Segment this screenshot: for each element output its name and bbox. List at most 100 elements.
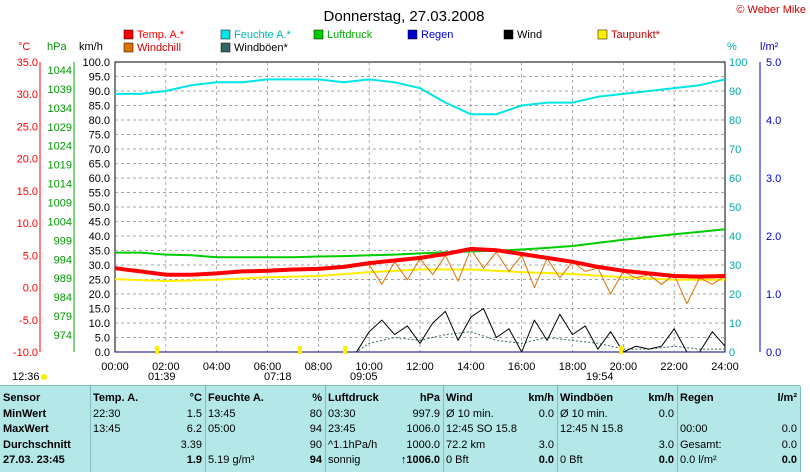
table-cell: 22:30 1.5 — [93, 407, 202, 420]
table-cell: sonnig ↑1006.0 — [328, 454, 440, 466]
wind-tick-label: 45.0 — [89, 217, 110, 229]
legend-label: Feuchte A.* — [234, 29, 292, 41]
pressure-tick-label: 979 — [54, 311, 72, 323]
wind-tick-label: 40.0 — [89, 231, 110, 243]
plot-area — [114, 78, 726, 353]
unit-rain: l/m² — [760, 41, 779, 53]
table-cell: 0 Bft 0.0 — [446, 454, 554, 466]
time-tick-label: 20:00 — [610, 361, 638, 373]
table-column: Wind km/h Ø 10 min. 0.0 12:45 SO 15.8 72.2 km… — [443, 386, 558, 472]
humidity-tick-label: 70 — [729, 144, 741, 156]
humidity-tick-label: 80 — [729, 115, 741, 127]
unit-temp: °C — [18, 41, 30, 53]
table-cell: 0 Bft 0.0 — [560, 454, 674, 466]
table-header: Windböen km/h — [560, 392, 674, 404]
table-cell: MaxWert — [3, 423, 49, 435]
table-cell: Gesamt: 0.0 — [680, 438, 797, 451]
temp-tick-label: -5.0 — [19, 315, 38, 327]
table-column: Regen l/m² 00:00 0.0 Gesamt: 0.0 0.0 l/m² 0.0 — [677, 386, 801, 472]
humidity-tick-label: 10 — [729, 318, 741, 330]
table-cell: 3.39 — [180, 438, 202, 451]
time-tick-label: 16:00 — [508, 361, 536, 373]
series-line-taupunkt- — [114, 268, 725, 283]
copyright-text: © Weber Mike — [736, 4, 806, 16]
table-cell: 5.19 g/m³ 94 — [208, 454, 322, 466]
wind-tick-label: 75.0 — [89, 130, 110, 142]
sun-marker-label: 07:18 — [264, 371, 292, 383]
legend-label: Windböen* — [234, 42, 289, 54]
legend-swatch — [597, 29, 608, 40]
wind-tick-label: 0.0 — [95, 347, 110, 359]
table-cell: 00:00 0.0 — [680, 423, 797, 435]
wind-tick-label: 95.0 — [89, 72, 110, 84]
legend-swatch — [313, 29, 324, 40]
wind-tick-label: 55.0 — [89, 188, 110, 200]
rain-tick-label: 5.0 — [766, 57, 781, 69]
time-tick-label: 08:00 — [305, 361, 333, 373]
legend-swatch — [503, 29, 514, 40]
rain-tick-label: 2.0 — [766, 231, 781, 243]
humidity-tick-label: 20 — [729, 289, 741, 301]
time-tick-label: 12:00 — [406, 361, 434, 373]
time-tick-label: 10:00 — [355, 361, 383, 373]
table-column: Sensor MinWert MaxWert Durchschnitt 27.03. 2… — [0, 386, 91, 472]
sun-tick — [155, 346, 159, 354]
sun-icon — [41, 374, 47, 380]
temp-tick-label: 15.0 — [17, 186, 38, 198]
table-cell: 27.03. 23:45 — [3, 454, 65, 466]
table-cell: Ø 10 min. 0.0 — [560, 407, 674, 420]
pressure-tick-label: 994 — [54, 254, 72, 266]
wind-tick-label: 60.0 — [89, 173, 110, 185]
legend-swatch — [220, 42, 231, 53]
series-line-windb-en- — [115, 331, 725, 353]
table-cell: 3.0 — [658, 438, 674, 451]
grid — [114, 61, 726, 353]
humidity-tick-label: 50 — [729, 202, 741, 214]
wind-tick-label: 80.0 — [89, 115, 110, 127]
temp-tick-label: -10.0 — [13, 347, 38, 359]
wind-tick-label: 65.0 — [89, 159, 110, 171]
table-cell: 05:00 94 — [208, 423, 322, 435]
table-cell: Sensor — [3, 392, 41, 404]
table-cell: 1.9 — [186, 454, 202, 466]
series-line-temp-a- — [114, 246, 726, 279]
table-header: Luftdruck hPa — [328, 392, 440, 404]
humidity-tick-label: 0 — [729, 347, 735, 359]
pressure-tick-label: 1009 — [48, 197, 72, 209]
legend-swatch — [407, 29, 418, 40]
wind-tick-label: 70.0 — [89, 144, 110, 156]
unit-wind: km/h — [79, 41, 103, 53]
temp-tick-label: 35.0 — [17, 57, 38, 69]
temp-tick-label: 0.0 — [23, 283, 38, 295]
chart-title: Donnerstag, 27.03.2008 — [324, 8, 485, 25]
table-cell: MinWert — [3, 407, 47, 420]
table-header: Wind km/h — [446, 392, 554, 404]
rain-tick-label: 4.0 — [766, 115, 781, 127]
axes: 35.0 30.0 25.0 20.0 15.0 10.0 5.0 0.0 -5.0 -10.0 1… — [13, 57, 781, 373]
time-tick-label: 14:00 — [457, 361, 485, 373]
time-tick-label: 24:00 — [711, 361, 739, 373]
wind-tick-label: 35.0 — [89, 246, 110, 258]
table-header: Feuchte A.% — [208, 392, 322, 404]
humidity-tick-label: 100 — [729, 57, 747, 69]
temp-tick-label: 10.0 — [17, 218, 38, 230]
statistics-table: Sensor MinWert MaxWert Durchschnitt 27.03. 2… — [0, 385, 801, 472]
legend-label: Luftdruck — [327, 29, 373, 41]
table-cell: 90 — [309, 438, 322, 451]
time-tick-label: 04:00 — [203, 361, 231, 373]
sun-markers: 12:36 01:39 07:18 09:05 19:54 — [12, 346, 623, 383]
pressure-tick-label: 1019 — [48, 160, 72, 172]
series-line-luftdruck — [115, 228, 726, 259]
sun-marker-label: 12:36 — [12, 371, 40, 383]
legend-label: Temp. A.* — [137, 29, 185, 41]
time-tick-label: 02:00 — [152, 361, 180, 373]
legend-label: Taupunkt* — [611, 29, 661, 41]
humidity-tick-label: 40 — [729, 231, 741, 243]
table-cell: Ø 10 min. 0.0 — [446, 407, 554, 420]
table-cell: 03:30 997.9 — [328, 407, 440, 420]
table-cell: 13:45 6.2 — [93, 423, 202, 435]
sun-tick — [343, 346, 347, 354]
unit-humidity: % — [727, 41, 737, 53]
table-header: Temp. A. °C — [93, 392, 202, 404]
pressure-tick-label: 974 — [54, 330, 72, 342]
